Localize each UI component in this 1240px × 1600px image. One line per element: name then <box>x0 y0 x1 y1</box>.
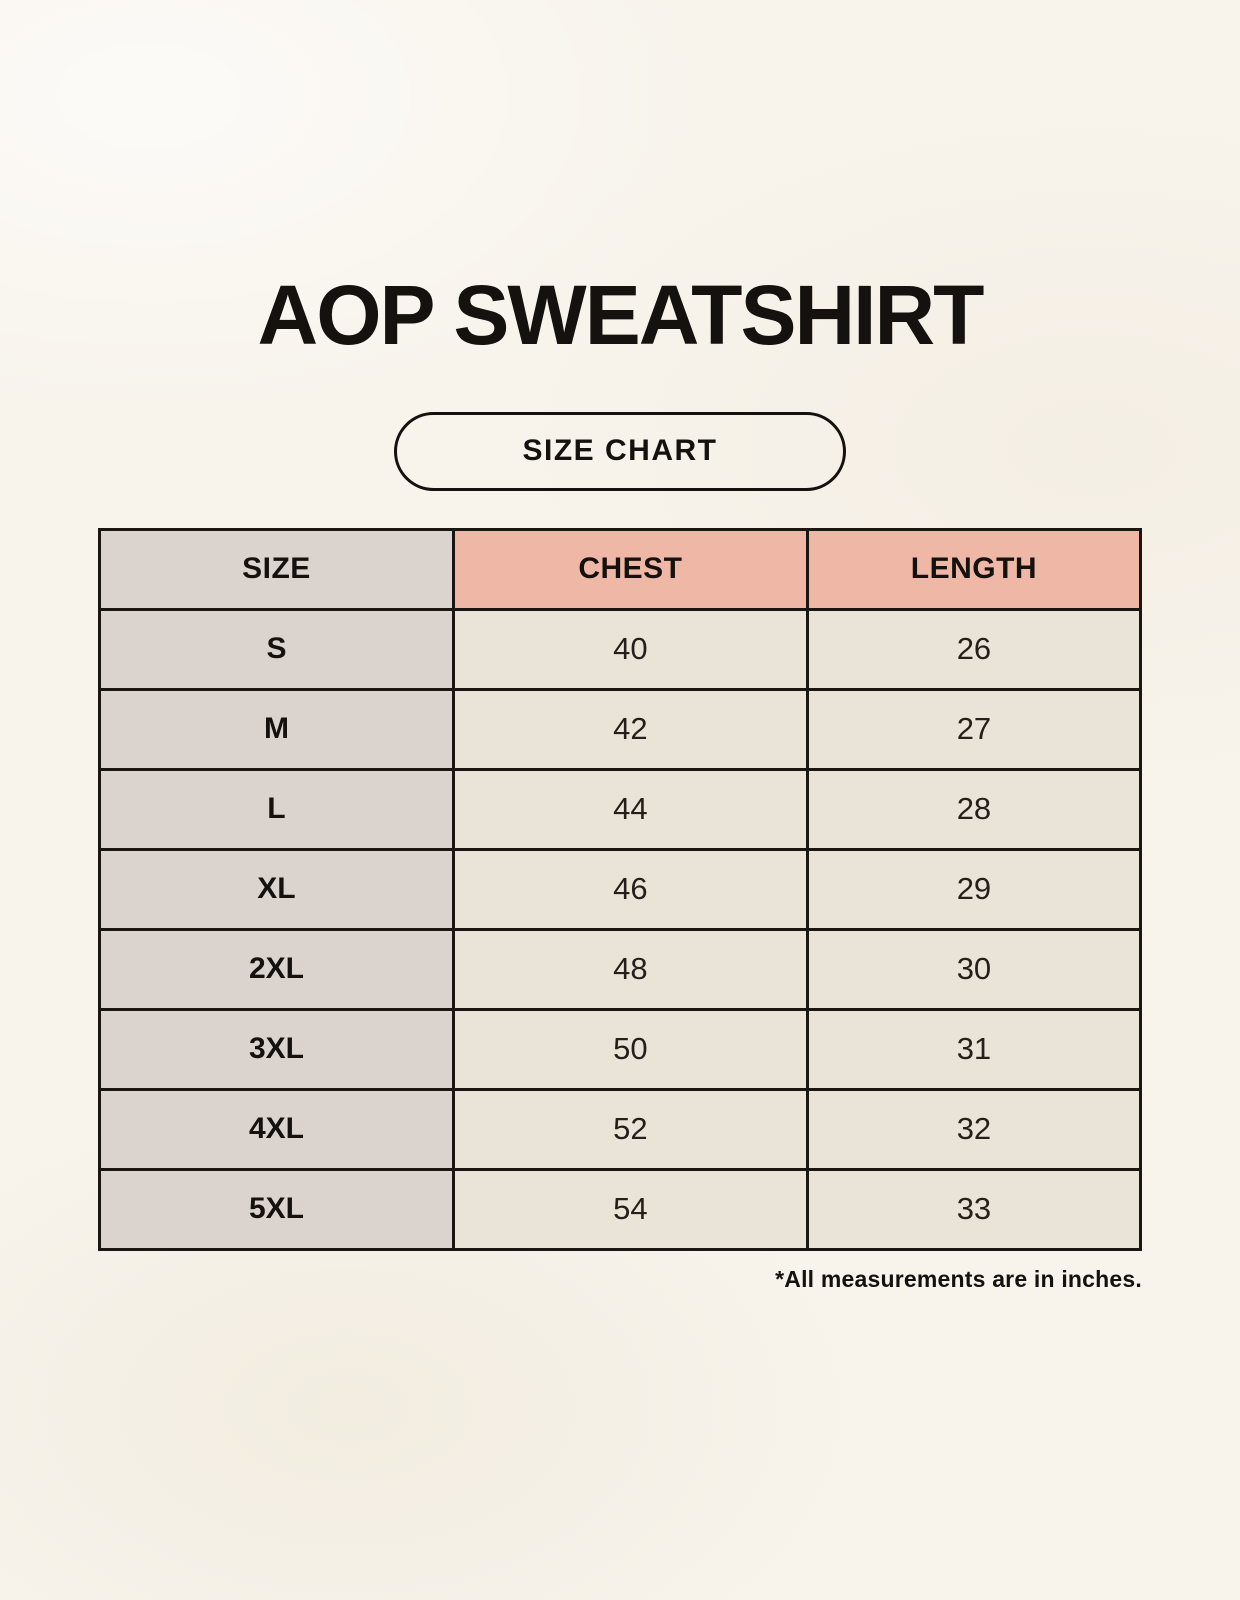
chest-cell: 48 <box>451 927 809 1011</box>
size-cell: L <box>98 767 455 851</box>
length-cell: 33 <box>805 1167 1143 1251</box>
size-cell: 5XL <box>98 1167 455 1251</box>
chest-cell: 46 <box>451 847 809 931</box>
length-cell: 31 <box>805 1007 1143 1091</box>
chest-cell: 52 <box>451 1087 809 1171</box>
size-cell: 3XL <box>98 1007 455 1091</box>
header-cell-length: LENGTH <box>805 527 1143 611</box>
table-row: M 42 27 <box>98 687 1143 771</box>
product-title: AOP SWEATSHIRT <box>257 268 985 362</box>
size-chart-badge-label: SIZE CHART <box>522 434 718 468</box>
length-cell: 26 <box>805 607 1143 691</box>
length-cell: 27 <box>805 687 1143 771</box>
table-row: XL 46 29 <box>98 847 1143 931</box>
size-cell: S <box>98 607 455 691</box>
size-cell: 4XL <box>98 1087 455 1171</box>
header-cell-chest: CHEST <box>451 527 809 611</box>
length-cell: 32 <box>805 1087 1143 1171</box>
measurement-footnote: *All measurements are in inches. <box>775 1265 1142 1292</box>
table-row: 5XL 54 33 <box>98 1167 1143 1251</box>
table-header-row: SIZE CHEST LENGTH <box>98 527 1143 611</box>
table-row: 4XL 52 32 <box>98 1087 1143 1171</box>
table-row: 2XL 48 30 <box>98 927 1143 1011</box>
length-cell: 30 <box>805 927 1143 1011</box>
size-cell: XL <box>98 847 455 931</box>
table-row: 3XL 50 31 <box>98 1007 1143 1091</box>
size-chart-badge: SIZE CHART <box>394 411 846 491</box>
header-cell-size: SIZE <box>98 527 455 611</box>
chest-cell: 54 <box>451 1167 809 1251</box>
chest-cell: 50 <box>451 1007 809 1091</box>
size-cell: 2XL <box>98 927 455 1011</box>
table-row: S 40 26 <box>98 607 1143 691</box>
chest-cell: 40 <box>451 607 809 691</box>
table-row: L 44 28 <box>98 767 1143 851</box>
chest-cell: 44 <box>451 767 809 851</box>
length-cell: 28 <box>805 767 1143 851</box>
size-table: SIZE CHEST LENGTH S 40 26 M 42 27 L 44 2… <box>98 527 1143 1251</box>
length-cell: 29 <box>805 847 1143 931</box>
chest-cell: 42 <box>451 687 809 771</box>
size-cell: M <box>98 687 455 771</box>
